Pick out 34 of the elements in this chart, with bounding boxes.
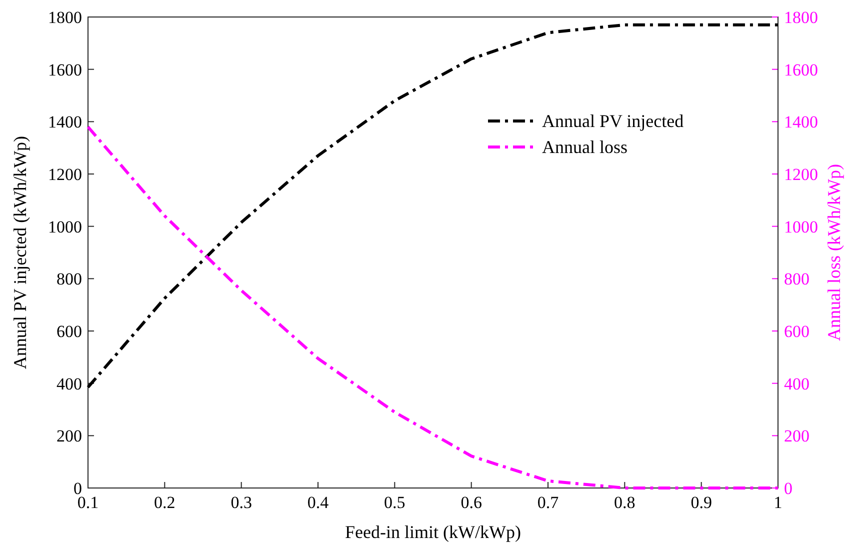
- y-tick-label: 200: [56, 426, 82, 446]
- x-tick-label: 0.6: [460, 493, 482, 512]
- y-tick-label: 1200: [48, 165, 82, 184]
- y-tick-label: 1600: [48, 60, 82, 80]
- y2-tick-label: 1200: [784, 165, 818, 184]
- y-tick-label: 800: [56, 270, 82, 289]
- line-series: [86, 23, 780, 389]
- x-tick-label: 0.7: [537, 493, 560, 512]
- legend-label: Annual PV injected: [542, 111, 684, 131]
- y2-axis-title: Annual loss (kWh/kWp): [824, 164, 844, 341]
- y2-tick-label: 1800: [784, 8, 818, 27]
- y-tick-label: 600: [56, 322, 82, 341]
- y-tick-label: 400: [56, 374, 82, 394]
- y2-tick-label: 1000: [784, 217, 818, 236]
- y2-tick-label: 0: [784, 479, 792, 498]
- y2-tick-label: 200: [784, 426, 810, 446]
- y2-tick-label: 600: [784, 322, 810, 341]
- x-tick-label: 0.4: [307, 493, 330, 512]
- x-axis-title: Feed-in limit (kW/kWp): [345, 522, 521, 542]
- y2-tick-label: 1600: [784, 60, 818, 80]
- legend-label: Annual loss: [542, 137, 628, 157]
- y2-tick-label: 400: [784, 374, 810, 394]
- y-tick-label: 1400: [48, 112, 82, 132]
- y-axis-title: Annual PV injected (kWh/kWp): [10, 136, 30, 370]
- x-tick-label: 0.3: [230, 493, 252, 512]
- x-tick-label: 0.5: [384, 493, 406, 512]
- y2-tick-label: 800: [784, 270, 810, 289]
- x-tick-label: 0.9: [690, 493, 712, 512]
- x-tick-label: 1: [774, 493, 782, 512]
- y2-tick-label: 1400: [784, 112, 818, 132]
- y-tick-label: 1000: [48, 217, 82, 236]
- y-tick-label: 1800: [48, 8, 82, 27]
- x-tick-label: 0.8: [614, 493, 636, 512]
- x-tick-label: 0.2: [154, 493, 176, 512]
